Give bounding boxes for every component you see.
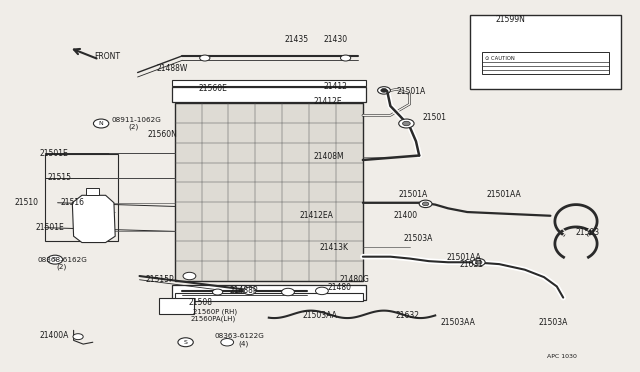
Bar <box>482 52 609 74</box>
Text: 21488P: 21488P <box>229 286 258 295</box>
Text: 21560E: 21560E <box>198 84 227 93</box>
Circle shape <box>476 260 482 264</box>
Circle shape <box>178 338 193 347</box>
Text: 21480G: 21480G <box>339 275 369 284</box>
Text: 21560N: 21560N <box>147 130 177 139</box>
Text: 21599N: 21599N <box>496 15 526 24</box>
Text: 21400: 21400 <box>394 211 418 219</box>
Text: 21488W: 21488W <box>157 64 188 73</box>
Circle shape <box>422 202 429 206</box>
Text: 21515P: 21515P <box>146 275 175 284</box>
Text: 08368-6162G: 08368-6162G <box>37 257 87 263</box>
Text: 21430: 21430 <box>323 35 348 44</box>
Text: N: N <box>99 121 104 126</box>
Text: 21501AA: 21501AA <box>486 190 521 199</box>
Text: 21435: 21435 <box>285 35 309 44</box>
Circle shape <box>200 55 210 61</box>
Bar <box>175 103 363 281</box>
Bar <box>172 87 366 102</box>
Bar <box>172 285 366 300</box>
Text: 21503AA: 21503AA <box>302 311 337 320</box>
Text: ⊙ CAUTION: ⊙ CAUTION <box>485 56 515 61</box>
Text: 21560PA(LH): 21560PA(LH) <box>191 316 236 323</box>
Text: 21501A: 21501A <box>397 87 426 96</box>
Text: 21503A: 21503A <box>539 318 568 327</box>
Text: FRONT: FRONT <box>95 52 121 61</box>
Text: 21413K: 21413K <box>320 243 349 252</box>
Text: 21501E: 21501E <box>40 149 68 158</box>
Circle shape <box>183 272 196 280</box>
Text: 21400A: 21400A <box>40 331 69 340</box>
Text: 21632: 21632 <box>396 311 420 320</box>
Text: S: S <box>184 340 188 345</box>
Circle shape <box>419 200 432 208</box>
Text: 08911-1062G: 08911-1062G <box>112 117 162 123</box>
Text: 21510: 21510 <box>14 198 38 207</box>
Text: (2): (2) <box>56 264 67 270</box>
Text: 21508: 21508 <box>189 298 212 307</box>
Circle shape <box>316 287 328 295</box>
Circle shape <box>403 121 410 126</box>
Text: 21501E: 21501E <box>35 223 64 232</box>
Text: 21503: 21503 <box>576 228 600 237</box>
Text: (2): (2) <box>128 124 138 131</box>
Text: 21412E: 21412E <box>314 97 342 106</box>
Text: 21408M: 21408M <box>314 153 344 161</box>
Circle shape <box>221 339 234 346</box>
Circle shape <box>282 288 294 296</box>
Text: 21503AA: 21503AA <box>440 318 475 327</box>
Circle shape <box>399 119 414 128</box>
Text: APC 1030: APC 1030 <box>547 354 577 359</box>
Polygon shape <box>72 195 115 243</box>
Text: 21412: 21412 <box>323 82 347 91</box>
Bar <box>86 188 99 195</box>
Circle shape <box>381 89 387 92</box>
Circle shape <box>73 334 83 340</box>
Text: 21501AA: 21501AA <box>447 253 481 262</box>
Text: 21503A: 21503A <box>403 234 433 243</box>
Text: (4): (4) <box>238 341 248 347</box>
Circle shape <box>340 55 351 61</box>
Circle shape <box>212 289 223 295</box>
Bar <box>470 15 621 89</box>
Text: 21501A: 21501A <box>398 190 428 199</box>
Circle shape <box>472 259 485 266</box>
Bar <box>45 154 118 241</box>
Circle shape <box>47 255 63 264</box>
Text: 21631: 21631 <box>460 260 484 269</box>
Bar <box>159 298 194 314</box>
Bar <box>172 80 366 86</box>
Text: 21480: 21480 <box>328 283 352 292</box>
Circle shape <box>378 87 390 94</box>
Text: 21515: 21515 <box>48 173 72 182</box>
Circle shape <box>93 119 109 128</box>
Text: S: S <box>53 257 57 262</box>
Circle shape <box>243 287 256 295</box>
Text: 21501: 21501 <box>422 113 447 122</box>
Text: 21516: 21516 <box>61 198 84 207</box>
Text: 21560P (RH): 21560P (RH) <box>193 308 237 315</box>
Text: 08363-6122G: 08363-6122G <box>214 333 264 339</box>
Bar <box>175 293 363 301</box>
Text: 21412EA: 21412EA <box>300 211 333 219</box>
